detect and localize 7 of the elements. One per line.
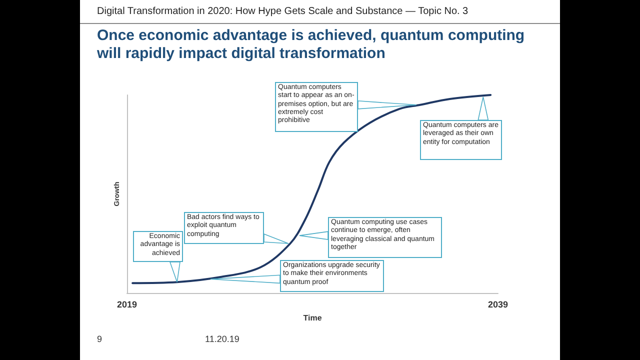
- x-tick-label: 2039: [488, 300, 508, 310]
- text: 9: [97, 334, 102, 344]
- chart-subtitle: Digital Transformation in 2020: How Hype Gets Scale and Substance — Topic No. 3: [97, 6, 468, 17]
- x-axis-title: Time: [303, 313, 322, 322]
- text: 11.20.19: [205, 334, 240, 344]
- chart-title: Once economic advantage is achieved, quantum computing will rapidly impact digital transformation: [97, 27, 526, 63]
- x-tick-label: 2019: [116, 300, 138, 310]
